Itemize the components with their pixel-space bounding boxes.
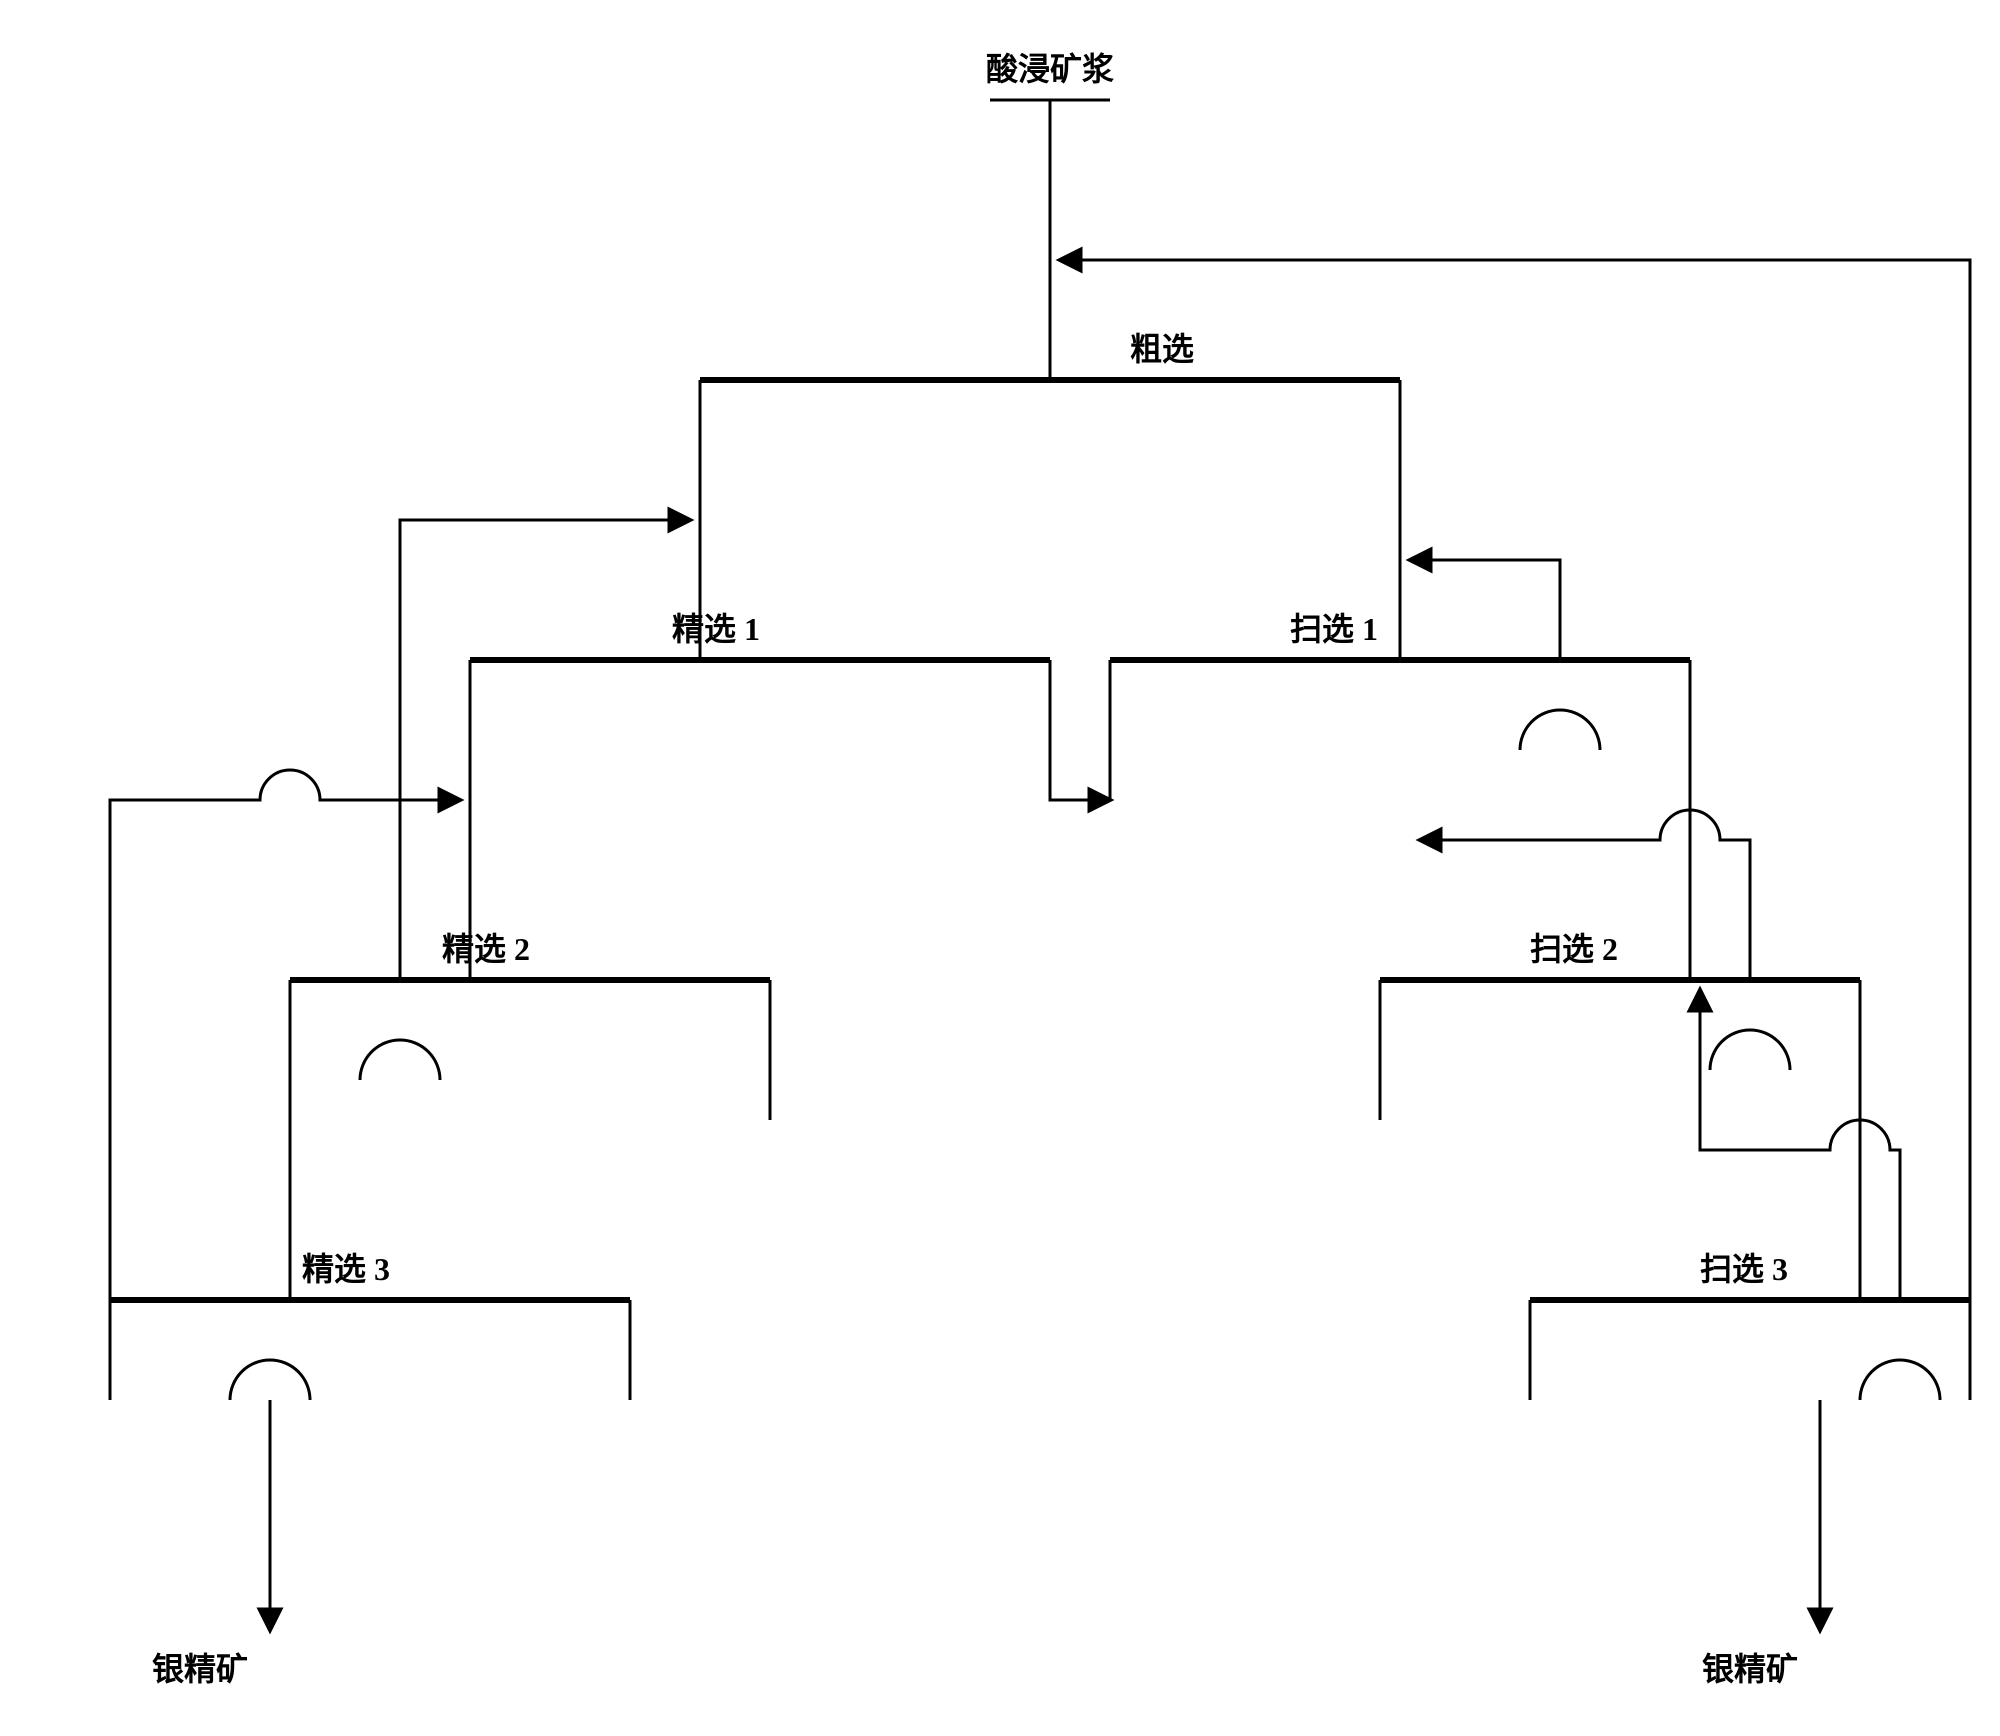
label-rougher: 粗选 [1130, 331, 1194, 367]
cell-rougher [700, 380, 1400, 480]
cell-scav2 [1380, 980, 1860, 1070]
label-scav3: 扫选 3 [1700, 1251, 1788, 1287]
label-conc-left: 银精矿 [152, 1651, 248, 1687]
label-cleaner2: 精选 2 [442, 931, 530, 967]
cell-cleaner3 [110, 1300, 630, 1400]
cell-cleaner1 [470, 660, 1050, 760]
cell-scav3 [1530, 1300, 1970, 1400]
recycle-cleaner2-to-cleaner1 [400, 520, 690, 980]
label-feed: 酸浸矿浆 [986, 51, 1114, 87]
recycle-cleaner3-to-cleaner2 [110, 770, 460, 1400]
label-scav2: 扫选 2 [1530, 931, 1618, 967]
label-cleaner1: 精选 1 [672, 611, 760, 647]
cell-cleaner2 [290, 980, 770, 1080]
label-cleaner3: 精选 3 [302, 1251, 390, 1287]
label-conc-right: 银精矿 [1702, 1651, 1798, 1687]
recycle-scav1-to-rougher [1410, 560, 1560, 660]
cell-scav1 [1110, 660, 1690, 750]
label-scav1: 扫选 1 [1290, 611, 1378, 647]
flow-cleaner1-tails-down [1050, 760, 1110, 800]
recycle-outer-right [1060, 260, 1970, 1400]
